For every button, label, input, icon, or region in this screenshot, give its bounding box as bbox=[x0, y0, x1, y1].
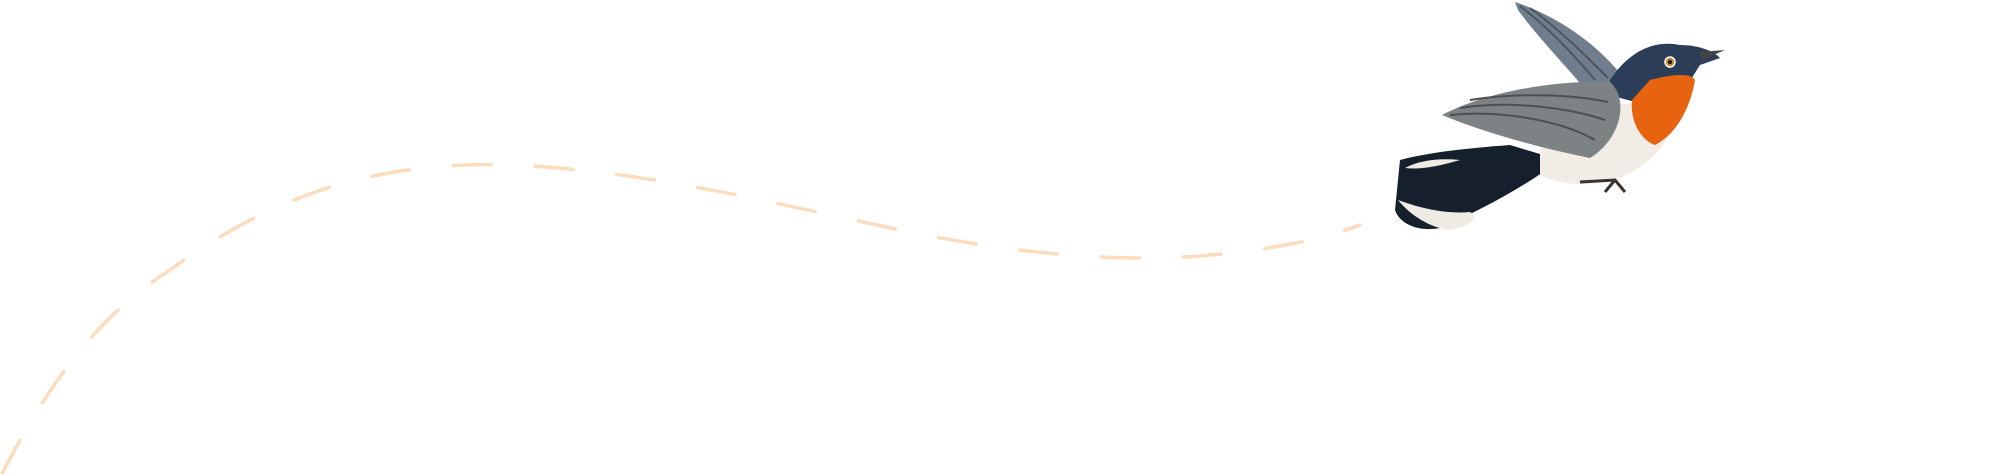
bird-tail bbox=[1395, 145, 1560, 230]
bird-illustration bbox=[1395, 2, 1725, 230]
bird-beak bbox=[1700, 50, 1725, 60]
dashed-flight-path bbox=[0, 162, 1362, 474]
bird-foot bbox=[1579, 178, 1627, 193]
bird-throat bbox=[1631, 75, 1695, 145]
bird-lower-wing bbox=[1442, 81, 1621, 158]
bird-tail-tips bbox=[1398, 200, 1474, 230]
